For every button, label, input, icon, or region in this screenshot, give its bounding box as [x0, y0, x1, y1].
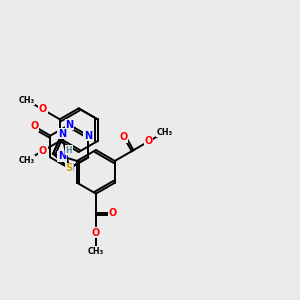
Text: N: N	[65, 120, 73, 130]
Text: N: N	[58, 152, 66, 161]
Text: O: O	[92, 228, 100, 238]
Text: O: O	[39, 146, 47, 156]
Text: CH₃: CH₃	[88, 247, 104, 256]
Text: O: O	[39, 104, 47, 115]
Text: O: O	[145, 136, 153, 146]
Text: CH₃: CH₃	[19, 96, 35, 105]
Text: O: O	[119, 132, 128, 142]
Text: O: O	[108, 208, 116, 218]
Text: N: N	[58, 129, 66, 139]
Text: O: O	[30, 122, 38, 131]
Text: H: H	[66, 146, 72, 155]
Text: N: N	[65, 163, 73, 173]
Text: N: N	[84, 130, 92, 141]
Text: CH₃: CH₃	[19, 156, 35, 165]
Text: CH₃: CH₃	[157, 128, 173, 136]
Text: S: S	[66, 163, 73, 173]
